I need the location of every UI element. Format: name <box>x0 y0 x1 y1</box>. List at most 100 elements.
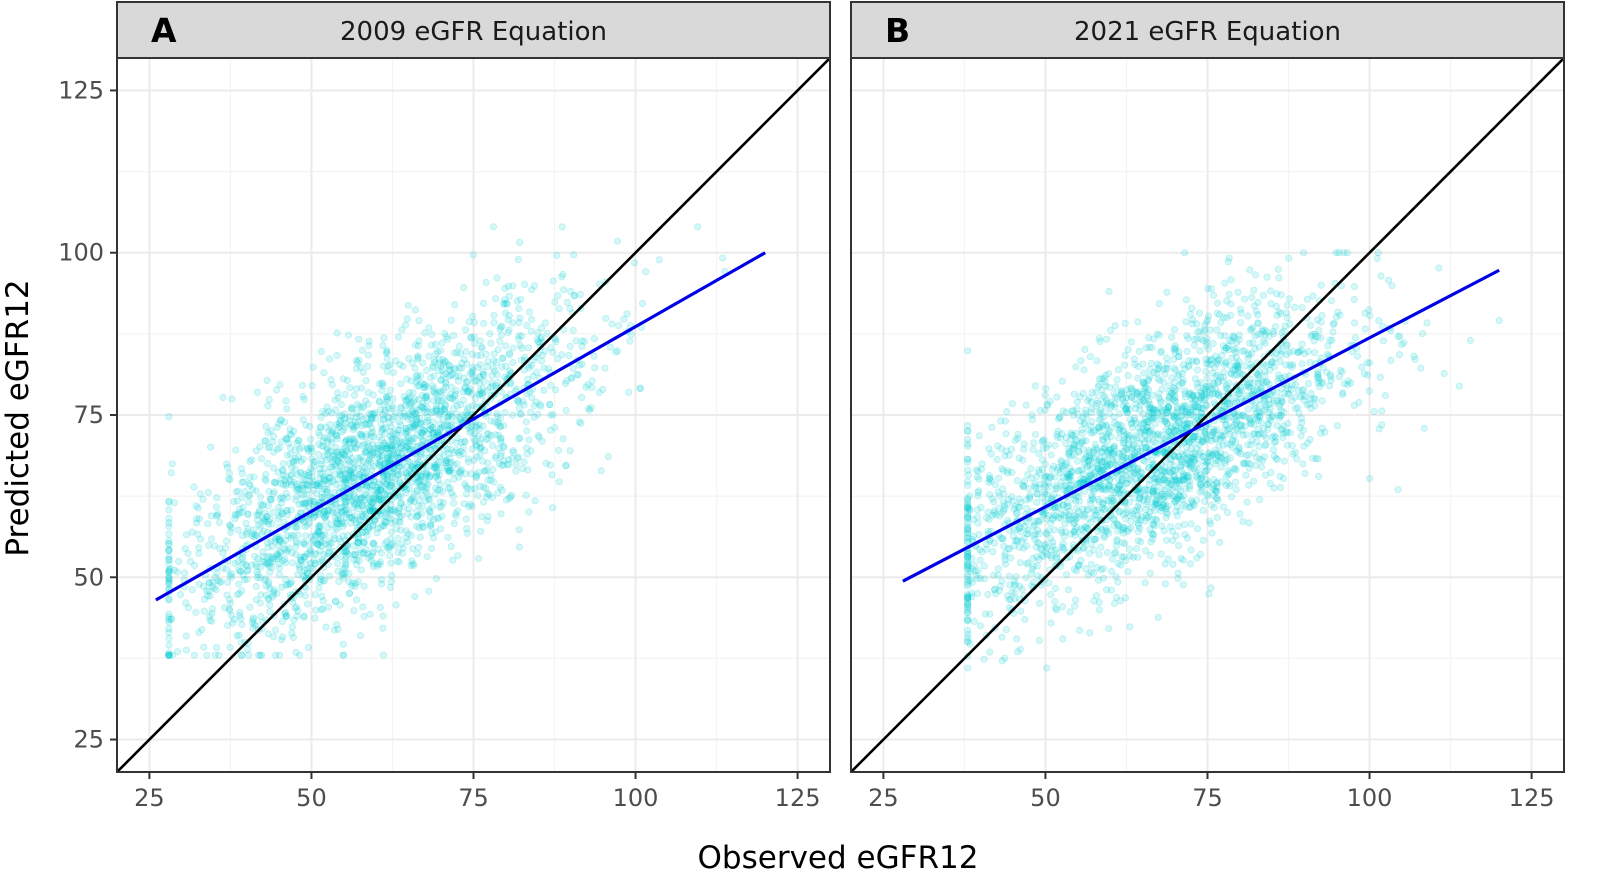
scatter-point <box>311 614 319 622</box>
scatter-point <box>298 481 306 490</box>
scatter-point <box>546 426 555 434</box>
x-tick-label: 100 <box>613 784 659 812</box>
scatter-point <box>1203 334 1211 343</box>
scatter-point <box>331 597 340 605</box>
scatter-point <box>527 327 535 335</box>
scatter-point <box>417 419 426 428</box>
scatter-point <box>323 487 331 495</box>
scatter-point <box>422 383 431 391</box>
scatter-point <box>1002 447 1011 455</box>
scatter-point <box>319 442 327 450</box>
scatter-point <box>508 411 517 419</box>
scatter-point <box>393 557 401 565</box>
scatter-point <box>394 333 403 341</box>
scatter-point <box>1087 560 1095 568</box>
scatter-point <box>352 444 360 452</box>
scatter-point <box>1158 385 1166 393</box>
scatter-point <box>1227 311 1235 319</box>
scatter-point <box>416 471 424 480</box>
scatter-point <box>434 476 442 484</box>
scatter-point <box>620 315 628 323</box>
scatter-point <box>1157 348 1165 357</box>
scatter-point <box>1395 351 1404 359</box>
scatter-point <box>313 540 322 548</box>
scatter-point <box>266 568 274 576</box>
scatter-point <box>1011 580 1020 589</box>
scatter-point <box>438 339 446 347</box>
scatter-point <box>364 420 373 429</box>
scatter-point <box>1168 333 1176 341</box>
scatter-point <box>389 507 397 515</box>
scatter-point <box>241 487 249 496</box>
scatter-point <box>381 430 389 438</box>
scatter-point <box>1128 424 1137 432</box>
scatter-point <box>516 434 524 442</box>
scatter-point <box>325 537 333 545</box>
scatter-point <box>268 542 276 551</box>
scatter-point <box>1157 550 1165 558</box>
scatter-point <box>293 571 302 579</box>
scatter-point <box>514 335 522 343</box>
scatter-point <box>324 549 332 558</box>
scatter-point <box>279 466 287 474</box>
scatter-point <box>255 508 263 517</box>
scatter-point <box>1015 524 1024 532</box>
scatter-point <box>468 390 476 398</box>
scatter-point <box>370 539 378 548</box>
scatter-point <box>392 430 400 438</box>
scatter-point <box>1051 604 1060 612</box>
scatter-point <box>535 433 543 441</box>
scatter-point <box>449 556 457 564</box>
scatter-point <box>1366 312 1374 320</box>
scatter-point <box>299 416 307 424</box>
scatter-point <box>414 353 422 362</box>
scatter-point <box>391 517 399 526</box>
scatter-point <box>1237 319 1245 327</box>
scatter-point <box>447 383 456 391</box>
scatter-point <box>378 446 386 454</box>
scatter-point <box>500 300 508 308</box>
scatter-point <box>1299 249 1308 257</box>
scatter-point <box>316 424 325 432</box>
scatter-point <box>551 423 559 432</box>
scatter-point <box>1375 317 1383 325</box>
scatter-point <box>358 384 366 392</box>
scatter-point <box>295 445 304 453</box>
scatter-point <box>210 584 218 592</box>
scatter-point <box>408 359 416 367</box>
scatter-point <box>964 440 972 448</box>
scatter-point <box>323 507 331 515</box>
scatter-point <box>425 352 433 360</box>
scatter-point <box>165 540 173 548</box>
scatter-point <box>1268 358 1276 366</box>
scatter-point <box>376 461 384 469</box>
scatter-point <box>1111 488 1119 497</box>
scatter-point <box>255 651 263 659</box>
scatter-point <box>279 633 287 641</box>
scatter-point <box>529 372 537 380</box>
scatter-point <box>379 612 387 620</box>
scatter-point <box>425 473 434 481</box>
scatter-point <box>219 393 227 401</box>
scatter-point <box>356 363 364 371</box>
scatter-point <box>1339 390 1347 399</box>
scatter-point <box>188 528 196 536</box>
scatter-point <box>323 434 331 443</box>
scatter-point <box>250 473 258 481</box>
scatter-point <box>417 432 425 440</box>
scatter-point <box>339 522 347 531</box>
scatter-point <box>552 338 560 346</box>
scatter-point <box>305 469 313 477</box>
scatter-point <box>375 433 383 441</box>
scatter-point <box>440 405 449 413</box>
scatter-point <box>988 495 996 503</box>
scatter-point <box>495 459 504 467</box>
scatter-point <box>429 418 437 426</box>
scatter-point <box>419 437 427 445</box>
scatter-point <box>377 421 385 429</box>
scatter-point <box>397 512 406 520</box>
scatter-point <box>479 299 488 307</box>
scatter-point <box>342 548 350 556</box>
scatter-point <box>1112 549 1120 557</box>
